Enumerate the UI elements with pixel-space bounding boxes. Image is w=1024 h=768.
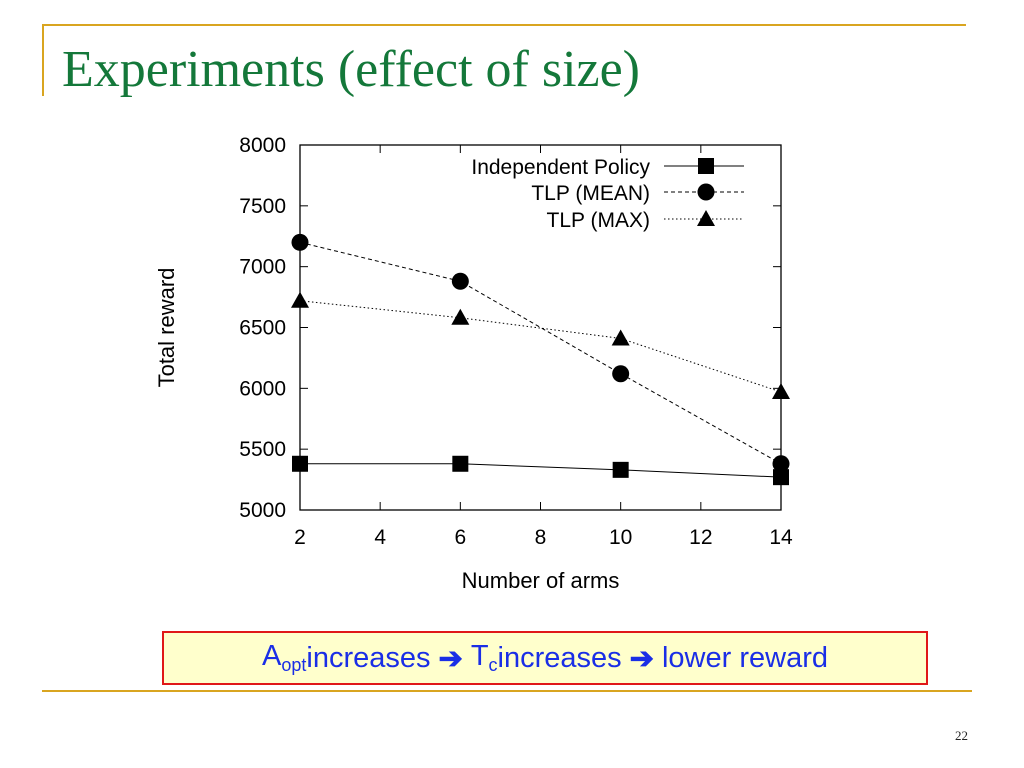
- legend-label-0: Independent Policy: [471, 156, 650, 179]
- frame-left-line: [42, 24, 44, 96]
- line-chart: 5000 5500 6000 6500 7000 7500 8000 2 4 6 8 10 12 14 Nu…: [154, 134, 793, 593]
- data-point-series-1: [612, 365, 630, 383]
- legend-marker-2: [697, 210, 715, 226]
- y-tick-label: 5500: [239, 438, 286, 461]
- series-line-2: [299, 300, 782, 393]
- x-tick-label: 6: [454, 526, 466, 549]
- x-tick-label: 10: [609, 526, 632, 549]
- x-tick-label: 8: [535, 526, 547, 549]
- legend-marker-0: [698, 158, 714, 174]
- x-tick-label: 4: [374, 526, 386, 549]
- slide-title: Experiments (effect of size): [62, 41, 640, 98]
- x-axis-label: Number of arms: [462, 568, 620, 593]
- y-tick-label: 6000: [239, 377, 286, 400]
- series-line-0: [300, 463, 782, 478]
- legend-marker-1: [697, 183, 715, 201]
- y-tick-label: 7500: [239, 195, 286, 218]
- data-point-series-0: [612, 461, 629, 478]
- frame-top-line: [42, 24, 966, 26]
- callout-text-increases-2: increases: [497, 641, 622, 674]
- legend-label-1: TLP (MEAN): [531, 182, 650, 205]
- y-axis-label: Total reward: [154, 268, 179, 388]
- series-line-1: [299, 241, 782, 465]
- data-point-series-2: [611, 329, 630, 346]
- data-point-series-2: [291, 291, 309, 308]
- right-arrow-icon: ➔: [629, 642, 654, 675]
- callout-a-opt: Aopt: [262, 640, 307, 675]
- x-tick-label: 2: [294, 526, 306, 549]
- frame-bottom-line: [42, 690, 972, 692]
- right-arrow-icon: ➔: [438, 642, 463, 675]
- x-tick-label: 14: [769, 526, 793, 549]
- callout-text-increases-1: increases: [306, 641, 431, 674]
- y-tick-label: 7000: [239, 256, 286, 279]
- data-point-series-2: [451, 308, 470, 325]
- y-tick-label: 8000: [239, 134, 286, 157]
- callout-t-c: Tc: [470, 640, 498, 675]
- y-tick-label: 5000: [239, 499, 286, 522]
- data-point-series-1: [291, 233, 309, 251]
- page-number: 22: [955, 728, 968, 743]
- callout-text-lower-reward: lower reward: [661, 641, 828, 674]
- legend-label-2: TLP (MAX): [547, 209, 650, 232]
- data-point-series-1: [451, 272, 469, 290]
- y-tick-label: 6500: [239, 317, 286, 340]
- data-point-series-0: [292, 455, 308, 472]
- data-point-series-0: [452, 455, 469, 472]
- data-point-series-0: [773, 469, 789, 486]
- callout-box: Aopt increases ➔ Tc increases ➔ lower re…: [162, 631, 928, 685]
- x-tick-label: 12: [689, 526, 712, 549]
- data-point-series-1: [772, 455, 790, 473]
- data-point-series-2: [772, 382, 790, 399]
